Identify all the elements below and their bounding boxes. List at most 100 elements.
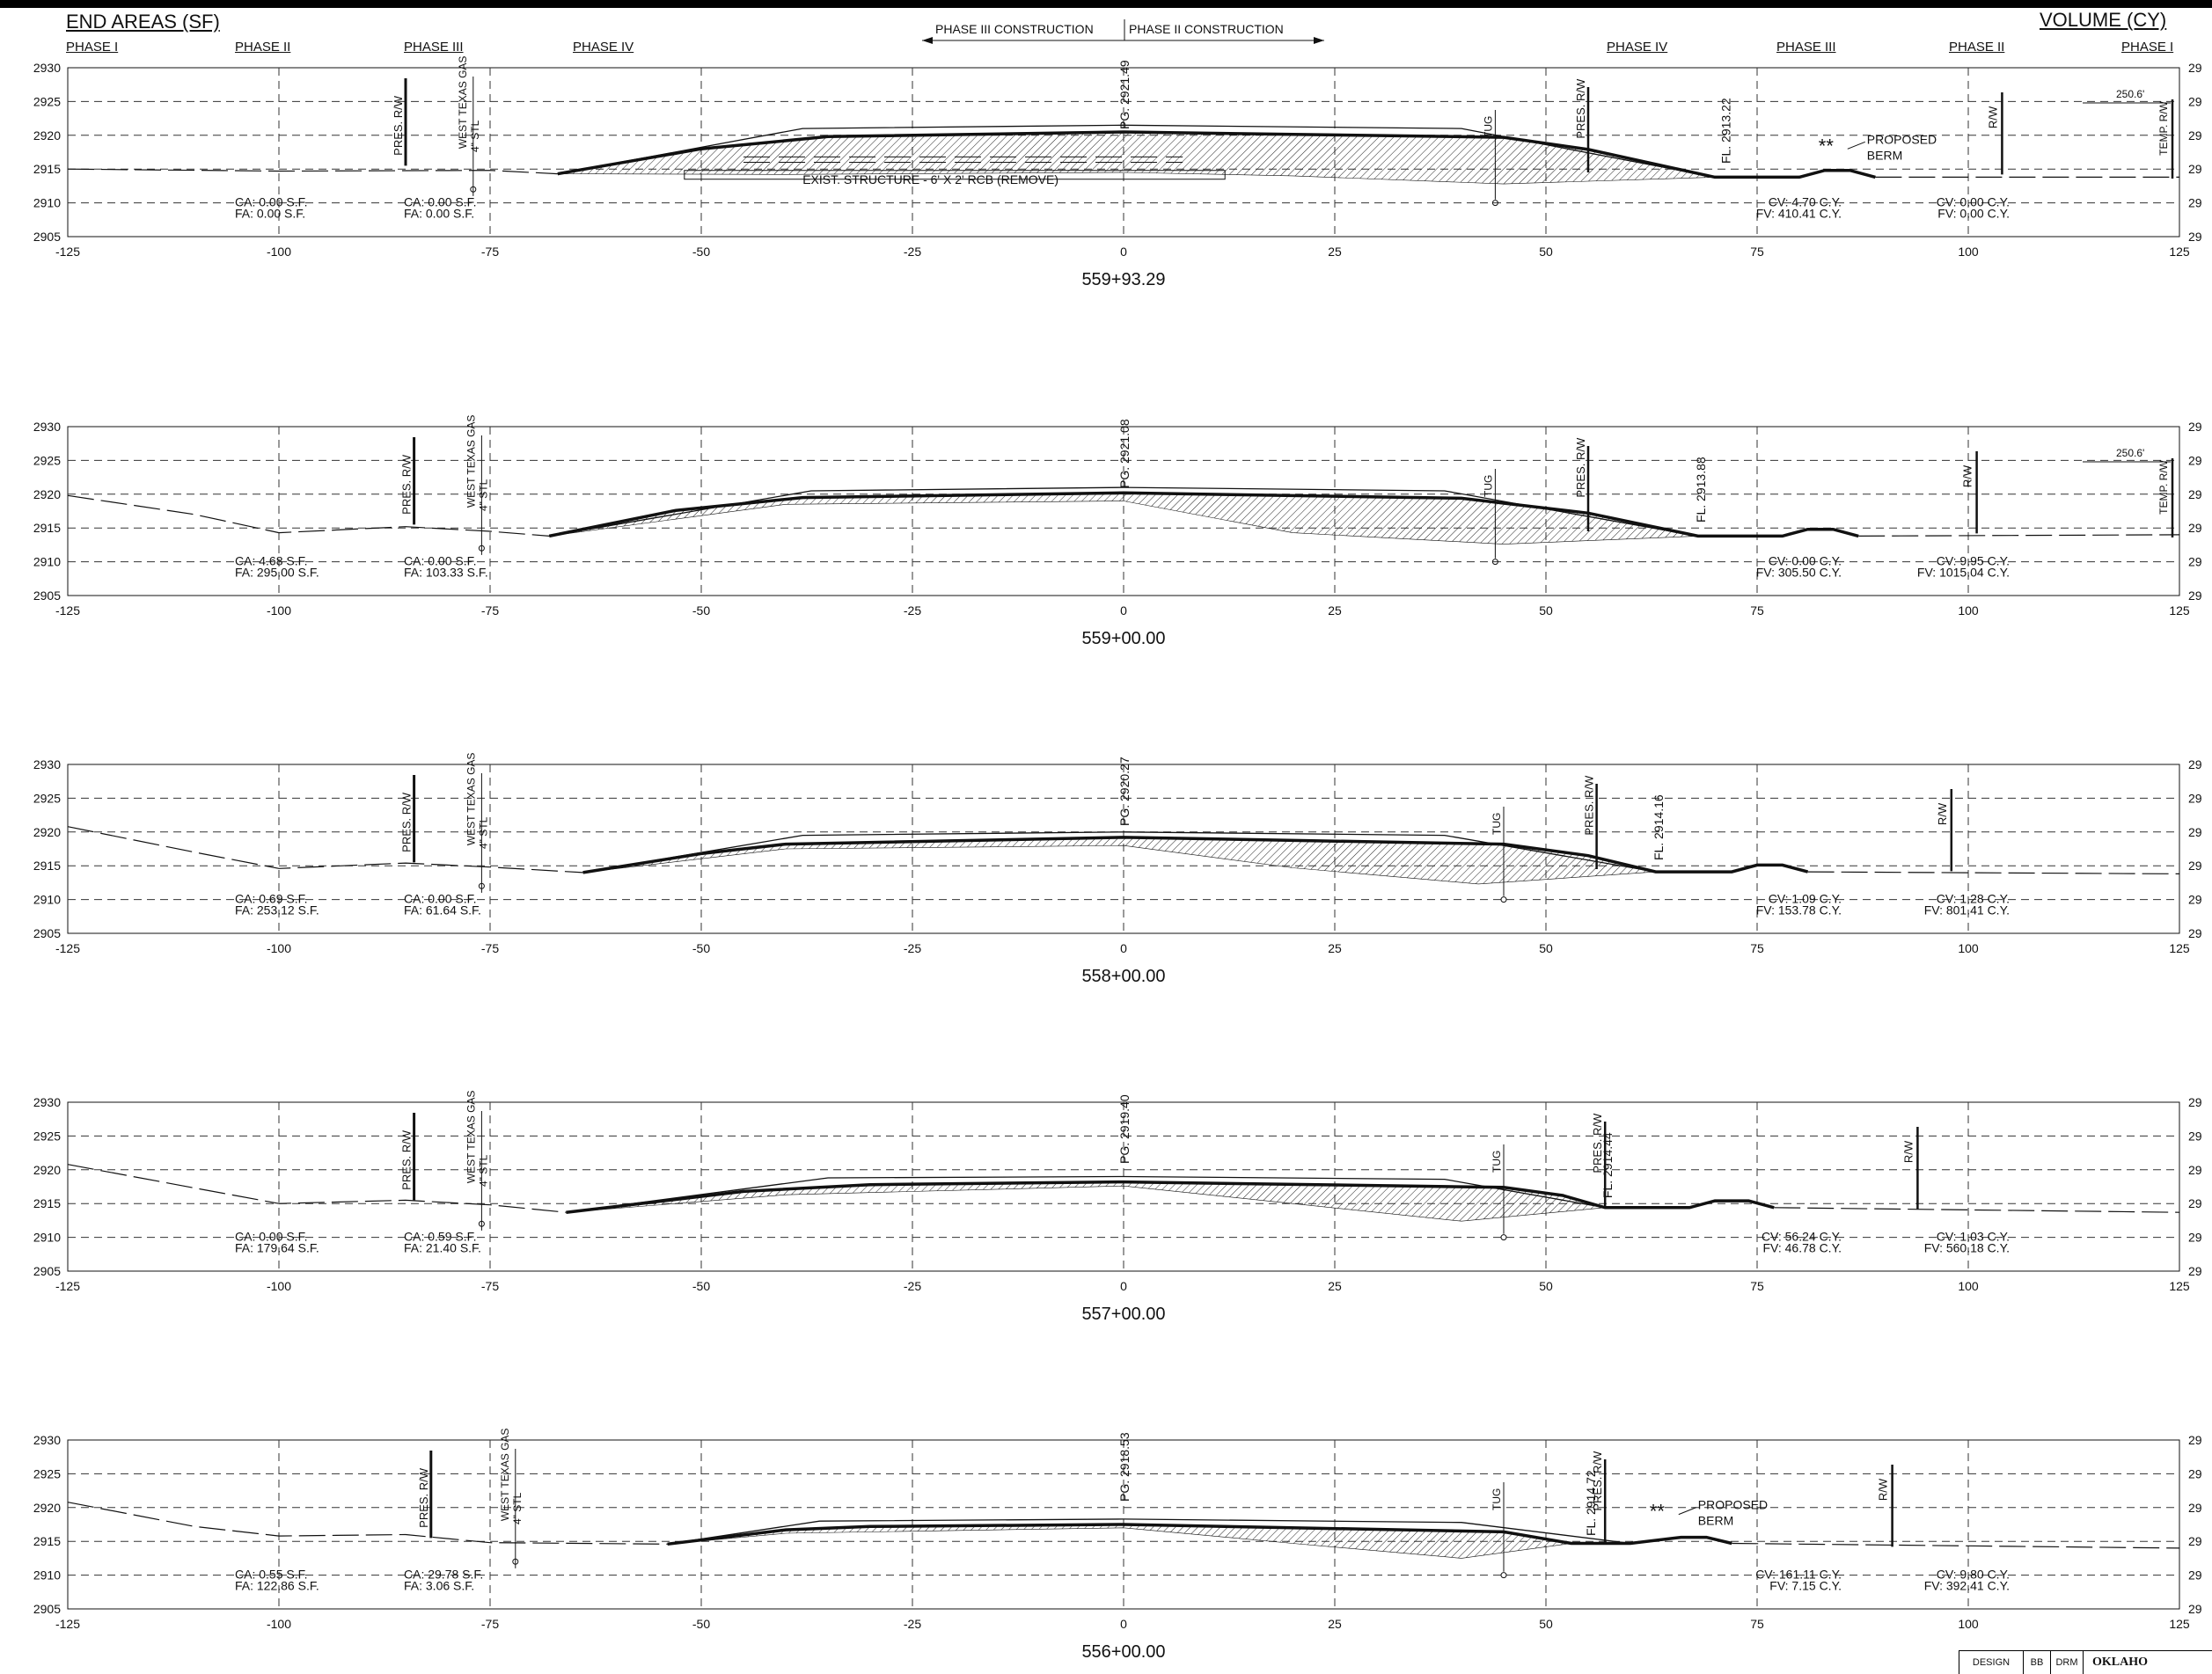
y-tick-label-right: 29 [2188, 94, 2202, 108]
x-tick-label: -125 [55, 245, 80, 259]
y-tick-label-right: 29 [2188, 926, 2202, 940]
y-tick-label: 2915 [33, 859, 61, 873]
fill-area-label: FA: 122.86 S.F. [235, 1578, 319, 1592]
x-tick-label: 0 [1120, 603, 1127, 618]
tug-symbol [1500, 1234, 1507, 1241]
x-tick-label: 25 [1328, 1279, 1342, 1293]
berm-label: PROPOSED [1867, 132, 1937, 146]
x-tick-label: -25 [904, 1279, 921, 1293]
x-tick-label: 0 [1120, 1617, 1127, 1631]
phase-label-right: PHASE III [1776, 40, 1836, 55]
berm-marker-stars: ** [1819, 135, 1835, 157]
x-tick-label: 25 [1328, 1617, 1342, 1631]
fill-volume-label: FV: 801.41 C.Y. [1924, 903, 2010, 917]
fill-volume-label: FV: 392.41 C.Y. [1924, 1578, 2010, 1592]
x-tick-label: 50 [1539, 941, 1553, 955]
phase-label-right: PHASE IV [1607, 40, 1668, 55]
x-tick-label: 125 [2169, 1279, 2190, 1293]
tug-label: TUG [1482, 116, 1494, 138]
cut-volume-label: CV: 0.00 C.Y. [1769, 553, 1842, 567]
y-tick-label: 2905 [33, 588, 61, 603]
flowline-label: FL. 2913.22 [1719, 98, 1733, 164]
y-tick-label-right: 29 [2188, 453, 2202, 467]
fill-area-label: FA: 21.40 S.F. [404, 1240, 481, 1254]
x-tick-label: 0 [1120, 1279, 1127, 1293]
y-tick-label-right: 29 [2188, 128, 2202, 143]
fill-area-label: FA: 253.12 S.F. [235, 903, 319, 917]
x-tick-label: -50 [692, 941, 710, 955]
existing-ground-line [1858, 534, 2180, 537]
x-tick-label: 25 [1328, 245, 1342, 259]
existing-ground-line [67, 826, 583, 874]
x-tick-label: 100 [1958, 941, 1979, 955]
y-tick-label: 2905 [33, 926, 61, 940]
cut-volume-label: CV: 4.70 C.Y. [1769, 194, 1842, 208]
gas-line-label: WEST TEXAS GAS [465, 415, 477, 508]
x-tick-label: 0 [1120, 245, 1127, 259]
arrow-head-left [922, 37, 933, 44]
gas-pipe-symbol [512, 1558, 519, 1565]
station-label: 557+00.00 [1081, 1305, 1165, 1324]
fill-volume-label: FV: 153.78 C.Y. [1756, 903, 1842, 917]
arrow-head-right [1314, 37, 1324, 44]
existing-ground-line [1774, 1207, 2180, 1213]
cut-area-label: CA: 4.68 S.F. [235, 553, 307, 567]
gas-pipe-label: 4" STL [511, 1492, 524, 1524]
x-tick-label: -125 [55, 1279, 80, 1293]
berm-leader-line [1678, 1507, 1696, 1516]
y-tick-label-right: 29 [2188, 1534, 2202, 1548]
y-tick-label-right: 29 [2188, 420, 2202, 434]
gas-pipe-label: 4" STL [477, 1154, 489, 1187]
x-tick-label: -75 [481, 603, 499, 618]
y-tick-label: 2915 [33, 1196, 61, 1210]
volume-title: VOLUME (CY) [2040, 9, 2167, 31]
cut-area-label: CA: 0.00 S.F. [235, 194, 307, 208]
x-tick-label: -125 [55, 941, 80, 955]
y-tick-label-right: 29 [2188, 825, 2202, 839]
flowline-label: FL. 2914.72 [1584, 1470, 1598, 1536]
dimension-label: 250.6' [2116, 447, 2144, 459]
berm-label: BERM [1867, 148, 1902, 162]
x-tick-label: -75 [481, 941, 499, 955]
x-tick-label: -50 [692, 603, 710, 618]
y-tick-label-right: 29 [2188, 1433, 2202, 1447]
x-tick-label: 50 [1539, 1279, 1553, 1293]
x-tick-label: 25 [1328, 603, 1342, 618]
flowline-label: FL. 2913.88 [1694, 457, 1708, 523]
existing-roadway-line [667, 1518, 1631, 1545]
cut-fill-hatch [557, 131, 1716, 185]
tug-symbol [1500, 896, 1507, 903]
existing-ground-line [67, 494, 550, 537]
y-tick-label: 2915 [33, 521, 61, 535]
gas-line-label: WEST TEXAS GAS [465, 753, 477, 846]
x-tick-label: -100 [267, 603, 291, 618]
existing-ground-line [67, 1502, 668, 1545]
y-tick-label-right: 29 [2188, 555, 2202, 569]
top-border-rule [0, 0, 2212, 8]
x-tick-label: -50 [692, 245, 710, 259]
fill-volume-label: FV: 0.00 C.Y. [1937, 206, 2010, 220]
title-block-cell: DESIGN [1959, 1651, 2024, 1674]
gas-line-label: WEST TEXAS GAS [457, 56, 469, 150]
x-tick-label: 125 [2169, 941, 2190, 955]
y-tick-label: 2920 [33, 1501, 61, 1515]
phase-label-left: PHASE III [404, 40, 464, 55]
gas-pipe-symbol [478, 545, 485, 552]
x-tick-label: -50 [692, 1617, 710, 1631]
y-tick-label-right: 29 [2188, 521, 2202, 535]
y-tick-label: 2920 [33, 487, 61, 501]
x-tick-label: 50 [1539, 1617, 1553, 1631]
gas-pipe-label: 4" STL [477, 479, 489, 511]
temp-rw-label: TEMP. R/W [2157, 459, 2170, 514]
y-tick-label-right: 29 [2188, 1466, 2202, 1480]
construction-right-label: PHASE II CONSTRUCTION [1129, 22, 1284, 36]
y-tick-label: 2925 [33, 94, 61, 108]
gas-pipe-label: 4" STL [469, 120, 481, 152]
proposed-profile-line [667, 1523, 1732, 1546]
x-tick-label: 75 [1750, 1279, 1764, 1293]
phase-label-left: PHASE I [66, 40, 119, 55]
y-tick-label-right: 29 [2188, 1163, 2202, 1177]
gas-line-label: WEST TEXAS GAS [465, 1091, 477, 1184]
y-tick-label: 2905 [33, 1264, 61, 1278]
